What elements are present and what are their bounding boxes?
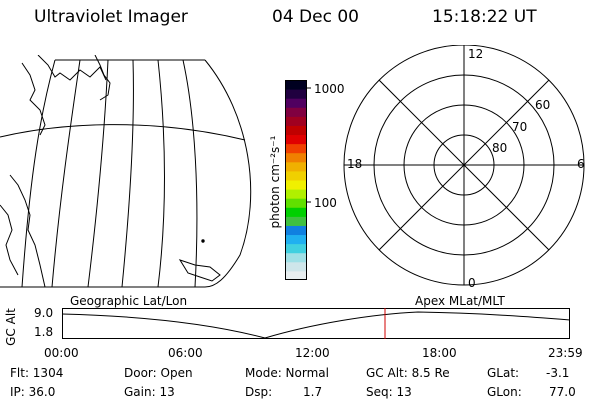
colorbar-band (285, 189, 307, 199)
colorbar-band (285, 107, 307, 117)
colorbar-band (285, 98, 307, 108)
colorbar-band (285, 216, 307, 226)
polar-plot (343, 45, 585, 286)
sequence-number: Seq: 13 (366, 385, 412, 399)
time-label: 15:18:22 UT (432, 7, 537, 27)
colorbar-band (285, 261, 307, 272)
mlat-label-60: 60 (535, 98, 551, 112)
gain-value: Gain: 13 (124, 385, 175, 399)
colorbar-tick-100: 100 (314, 196, 337, 210)
mlt-label-18: 18 (347, 157, 363, 171)
time-tick-1200: 12:00 (295, 346, 330, 360)
colorbar-band (285, 198, 307, 208)
colorbar-band (285, 252, 307, 263)
door-status: Door: Open (124, 366, 193, 380)
colorbar-band (285, 234, 307, 245)
colorbar-band (285, 116, 307, 126)
flight-number: Flt: 1304 (10, 366, 64, 380)
orbit-axis-label: GC Alt (3, 308, 18, 346)
colorbar-band (285, 152, 307, 163)
colorbar-band (285, 270, 307, 280)
mlat-label-70: 70 (512, 120, 528, 134)
apex-caption: Apex MLat/MLT (415, 294, 505, 308)
colorbar-band (285, 80, 307, 90)
mlt-label-0: 0 (468, 276, 476, 290)
mlat-label-80: 80 (492, 141, 508, 155)
orbit-y-min: 1.8 (34, 325, 54, 339)
mlt-label-12: 12 (468, 47, 484, 61)
colorbar-tick-1000: 1000 (314, 82, 345, 96)
colorbar-band (285, 170, 307, 181)
colorbar-band (285, 143, 307, 154)
glon-label: GLon: (487, 385, 522, 399)
colorbar-band (285, 207, 307, 217)
dsp-label: Dsp: (245, 385, 273, 399)
time-tick-0000: 00:00 (44, 346, 79, 360)
time-tick-1800: 18:00 (422, 346, 457, 360)
colorbar-band (285, 180, 307, 190)
colorbar-band (285, 134, 307, 145)
colorbar-band (285, 125, 307, 136)
colorbar-band (285, 225, 307, 236)
ip-value: IP: 36.0 (10, 385, 56, 399)
gc-altitude: GC Alt: 8.5 Re (366, 366, 450, 380)
glon-value: 77.0 (549, 385, 576, 399)
colorbar-band (285, 161, 307, 172)
time-tick-2359: 23:59 (548, 346, 583, 360)
colorbar-band (285, 89, 307, 99)
earth-limb (204, 59, 252, 288)
orbit-y-max: 9.0 (34, 306, 54, 320)
mlt-label-6: 6 (577, 157, 585, 171)
geographic-caption: Geographic Lat/Lon (70, 294, 188, 308)
glat-label: GLat: (487, 366, 520, 380)
colorbar-unit-label: photon cm⁻²s⁻¹ (268, 135, 282, 229)
time-tick-0600: 06:00 (168, 346, 203, 360)
geographic-map (0, 55, 252, 288)
color-bar (285, 80, 311, 280)
date-label: 04 Dec 00 (272, 7, 359, 27)
mode-status: Mode: Normal (245, 366, 329, 380)
orbit-strip (62, 308, 571, 339)
colorbar-band (285, 243, 307, 254)
glat-value: -3.1 (546, 366, 570, 380)
instrument-title: Ultraviolet Imager (34, 7, 188, 27)
dsp-value: 1.7 (303, 385, 323, 399)
